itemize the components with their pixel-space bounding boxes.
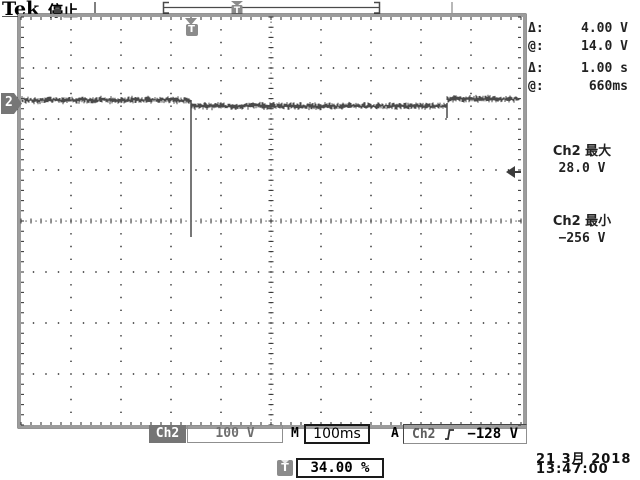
channel-badge: Ch2 — [149, 425, 186, 443]
at-time-value: 660ms — [588, 79, 628, 94]
delta-voltage-value: 4.00 V — [581, 21, 628, 36]
record-window-right-bracket — [374, 1, 381, 14]
trigger-position-percent: 34.00 % — [296, 458, 384, 478]
timebase-readout: 100ms — [304, 424, 370, 444]
trigger-position-marker: T — [185, 18, 198, 38]
delta-symbol: Δ: — [528, 61, 544, 76]
date-readout: 21 3月 2018 — [536, 452, 632, 467]
at-symbol: @: — [528, 79, 544, 94]
measurement-value: 28.0 V — [558, 161, 606, 176]
timebase-label: M — [291, 426, 299, 441]
record-trigger-marker-label: T — [234, 6, 241, 16]
measurement-ch2-min: Ch2 最小 −256 V — [534, 210, 630, 246]
record-view-bar: T — [94, 1, 453, 16]
rising-edge-icon — [445, 428, 455, 440]
record-window-left-bracket — [162, 1, 169, 14]
delta-symbol: Δ: — [528, 21, 544, 36]
time-readout: 13:47:00 — [536, 462, 609, 477]
ch2-trace-spikes — [190, 100, 448, 237]
trigger-position-t-icon: T — [185, 24, 198, 36]
trigger-level-arrow-icon — [506, 166, 521, 178]
trigger-t-icon: T — [277, 460, 293, 476]
record-trigger-marker-box — [231, 5, 243, 15]
trigger-readout: Ch2 −128 V — [403, 424, 527, 444]
measurement-label: Ch2 最小 — [552, 214, 612, 229]
channel2-ground-marker: 2 — [1, 93, 22, 114]
graticule-border — [18, 14, 526, 428]
cursor-at-time: @: 660ms — [528, 79, 628, 94]
at-symbol: @: — [528, 39, 544, 54]
trigger-position-arrow-icon — [185, 18, 197, 25]
trigger-mode-label: A — [391, 426, 399, 441]
cursor-delta-time: Δ: 1.00 s — [528, 61, 628, 76]
cursor-delta-voltage: Δ: 4.00 V — [528, 21, 628, 36]
cursor-at-voltage: @: 14.0 V — [528, 39, 628, 54]
measurement-value: −256 V — [558, 231, 606, 246]
ch2-trace — [21, 94, 520, 111]
trigger-source: Ch2 — [412, 426, 436, 442]
trigger-level-value: −128 V — [467, 426, 518, 442]
measurement-ch2-max: Ch2 最大 28.0 V — [534, 140, 630, 176]
record-trigger-marker-arrow — [231, 1, 243, 6]
grid-dots — [20, 16, 522, 426]
measurement-label: Ch2 最大 — [552, 144, 612, 159]
delta-time-value: 1.00 s — [581, 61, 628, 76]
at-voltage-value: 14.0 V — [581, 39, 628, 54]
vertical-scale-readout: 100 V — [187, 425, 283, 443]
